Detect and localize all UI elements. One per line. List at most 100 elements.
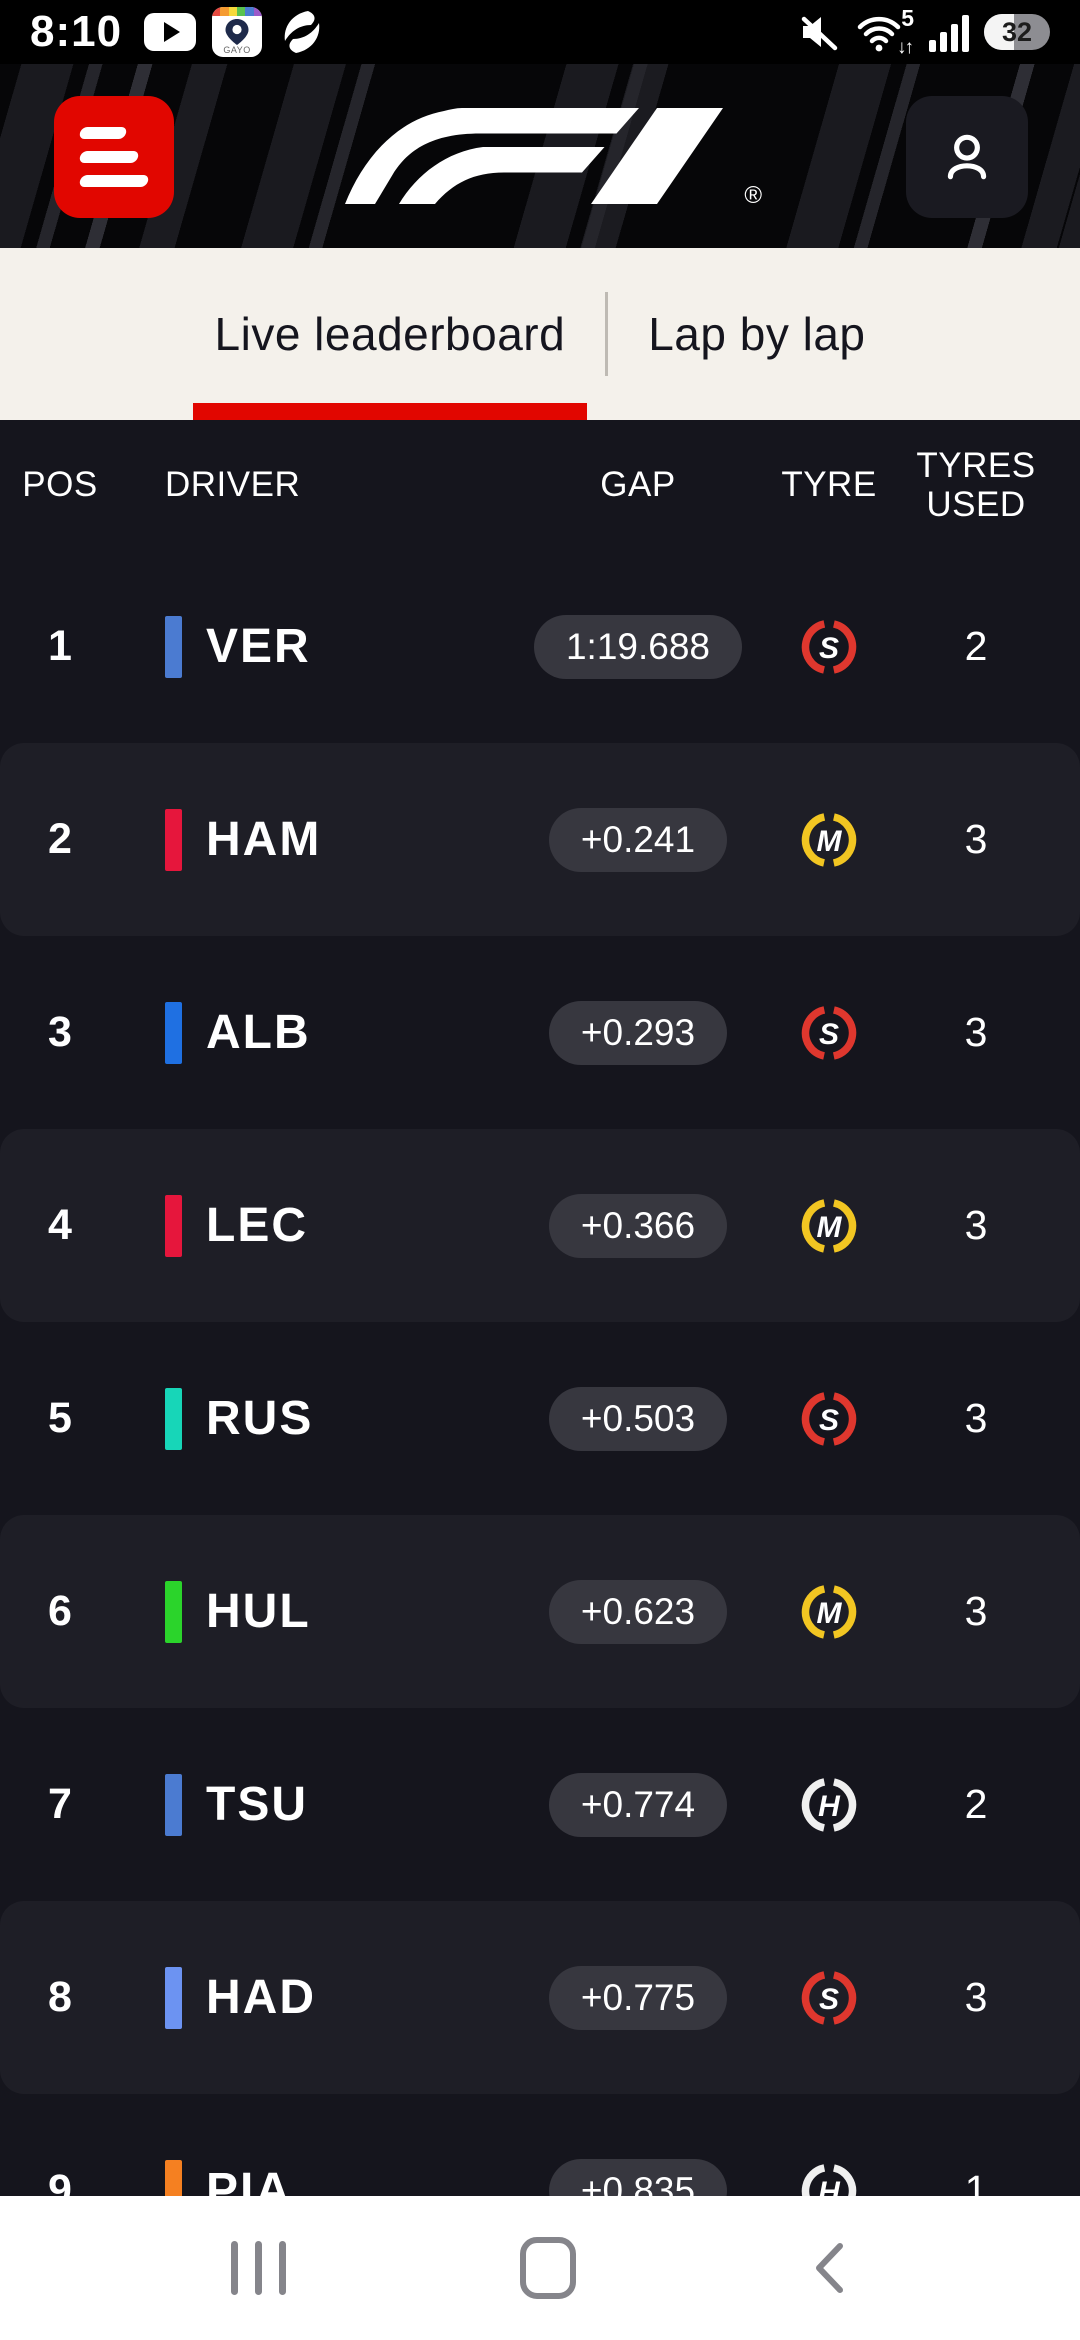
tyres-used-count: 3 [964,816,988,862]
tab-divider [605,292,609,376]
f1-logo: ® [344,108,762,209]
leaderboard-row: 2 HAM +0.241 M 3 [0,743,1080,936]
home-icon [519,2237,576,2299]
team-color-bar [165,1580,182,1643]
leaderboard-header: POS DRIVER GAP TYRE TYRES USED [0,420,1080,550]
tyre-compound-icon: M [801,1198,857,1253]
tyres-used-count: 3 [964,1202,988,1248]
driver-code: HAD [206,1971,316,2024]
registered-mark: ® [744,182,762,209]
home-button[interactable] [519,2237,576,2299]
svg-text:S: S [819,1983,839,2016]
leaderboard-row: 6 HUL +0.623 M 3 [0,1515,1080,1708]
youtube-icon [144,13,197,51]
tyre-compound-icon: S [801,1005,857,1060]
svg-text:S: S [819,632,839,665]
column-header-driver: DRIVER [165,465,301,504]
wifi-icon: 5 ↓↑ [856,5,914,58]
position: 6 [48,1587,72,1635]
column-header-tyre: TYRE [781,465,877,504]
position: 8 [48,1973,72,2021]
recents-icon [230,2241,286,2295]
leaderboard-rows: 1 VER 1:19.688 S 2 2 HAM +0.241 M [0,550,1080,2287]
status-bar: 8:10 GAYO [0,0,1080,64]
tyres-used-count: 3 [964,1009,988,1055]
battery-indicator: 32 [984,14,1050,50]
status-bar-right: 5 ↓↑ 32 [797,5,1050,58]
profile-button[interactable] [906,96,1028,218]
leaderboard-row: 8 HAD +0.775 S 3 [0,1901,1080,2094]
wifi-activity-arrows: ↓↑ [897,37,914,58]
gap-pill: 1:19.688 [533,614,743,679]
team-color-bar [165,1194,182,1257]
play-glyph [163,22,180,42]
gap-pill: +0.774 [548,1772,728,1837]
menu-button[interactable] [54,96,174,218]
position: 4 [48,1201,72,1249]
driver-code: LEC [206,1199,308,1252]
swoosh-app-icon [284,11,320,53]
column-header-pos: POS [22,465,98,504]
gap-pill: +0.775 [548,1965,728,2030]
team-color-bar [165,615,182,678]
svg-text:M: M [817,825,843,858]
column-header-tyres-used: TYRES USED [916,445,1036,524]
team-color-bar [165,1001,182,1064]
svg-text:H: H [818,1790,841,1823]
leaderboard-row: 7 TSU +0.774 H 2 [0,1708,1080,1901]
mute-icon [801,16,838,51]
svg-text:S: S [819,1404,839,1437]
system-navigation-bar [0,2196,1080,2340]
gap-pill: +0.366 [548,1193,728,1258]
tab-label: Live leaderboard [214,308,566,360]
tyre-compound-icon: S [801,619,857,674]
tab-live-leaderboard[interactable]: Live leaderboard [189,248,592,420]
team-color-bar [165,1966,182,2029]
battery-percent: 32 [1001,16,1033,47]
tyre-compound-icon: M [801,1584,857,1639]
tab-bar: Live leaderboard Lap by lap [0,248,1080,420]
position: 7 [48,1780,72,1828]
back-button[interactable] [810,2239,850,2297]
position: 3 [48,1008,72,1056]
team-color-bar [165,1387,182,1450]
gap-pill: +0.503 [548,1386,728,1451]
svg-text:M: M [817,1211,843,1244]
team-color-bar [165,1773,182,1836]
active-tab-indicator [192,403,588,420]
position: 2 [48,815,72,863]
leaderboard-row: 4 LEC +0.366 M 3 [0,1129,1080,1322]
gap-pill: +0.241 [548,807,728,872]
svg-text:S: S [819,1018,839,1051]
position: 1 [48,622,72,670]
status-bar-left: 8:10 GAYO [30,7,326,57]
signal-icon [929,15,969,52]
column-header-gap: GAP [600,465,676,504]
battery-fill-level [984,14,1014,50]
back-icon [815,2243,843,2293]
driver-code: VER [206,620,311,673]
position: 5 [48,1394,72,1442]
tyres-used-count: 2 [964,623,988,669]
driver-code: TSU [206,1778,308,1831]
recents-button[interactable] [230,2241,286,2295]
tyre-compound-icon: S [801,1391,857,1446]
driver-code: RUS [206,1392,314,1445]
tab-lap-by-lap[interactable]: Lap by lap [622,248,891,420]
tab-label: Lap by lap [648,308,866,360]
driver-code: HAM [206,813,322,866]
gap-pill: +0.623 [548,1579,728,1644]
location-pin-icon [225,19,249,45]
rainbow-stripe [212,7,263,16]
tyre-compound-icon: M [801,812,857,867]
app-header: ® [0,64,1080,248]
tyre-compound-icon: S [801,1970,857,2025]
wifi-standard-label: 5 [901,5,914,31]
tyres-used-count: 3 [964,1588,988,1634]
tyres-used-count: 3 [964,1974,988,2020]
gap-pill: +0.293 [548,1000,728,1065]
gayo-app-icon: GAYO [212,7,263,57]
menu-icon [78,127,128,139]
profile-icon [947,134,987,180]
